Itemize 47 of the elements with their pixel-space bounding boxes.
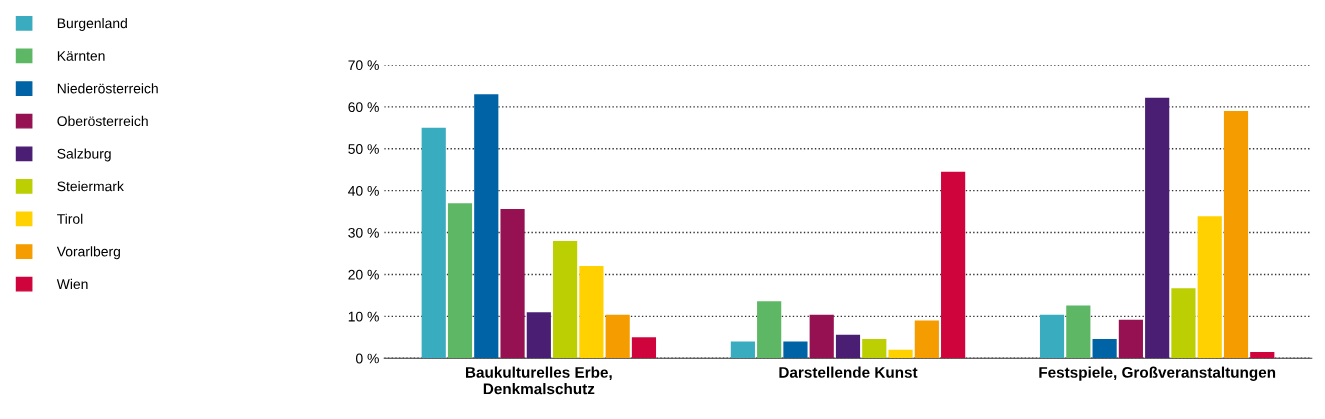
y-tick-label: 40 % bbox=[348, 185, 379, 196]
bar bbox=[888, 349, 913, 359]
bar bbox=[757, 301, 782, 359]
legend-label: Niederösterreich bbox=[57, 83, 158, 94]
legend-label: Tirol bbox=[57, 213, 83, 224]
bar bbox=[1250, 351, 1275, 359]
bar bbox=[579, 266, 604, 359]
bar bbox=[1197, 216, 1222, 359]
bar bbox=[526, 312, 551, 359]
bar bbox=[730, 341, 755, 359]
legend-label: Steiermark bbox=[57, 181, 124, 192]
bar bbox=[447, 203, 473, 359]
y-tick-label: 60 % bbox=[348, 102, 379, 113]
y-tick-label: 30 % bbox=[348, 227, 379, 238]
bar bbox=[835, 334, 861, 359]
y-tick-label: 10 % bbox=[348, 311, 379, 322]
bar bbox=[1171, 288, 1196, 359]
bar bbox=[553, 240, 578, 359]
y-tick-label: 50 % bbox=[348, 144, 379, 154]
bar bbox=[809, 314, 834, 359]
y-tick-label: 0 % bbox=[356, 353, 379, 364]
bar bbox=[605, 314, 630, 359]
y-tick-label: 70 % bbox=[348, 60, 379, 71]
bar bbox=[1039, 314, 1065, 359]
legend-label: Wien bbox=[56, 278, 88, 290]
bar bbox=[783, 341, 808, 359]
bar bbox=[914, 320, 939, 359]
bar bbox=[1066, 305, 1091, 359]
y-tick-label: 20 % bbox=[348, 269, 379, 280]
legend-label: Oberösterreich bbox=[57, 115, 148, 127]
bar bbox=[1092, 338, 1117, 359]
bar bbox=[631, 337, 657, 359]
legend-label: Kärnten bbox=[57, 51, 105, 61]
legend-label: Vorarlberg bbox=[56, 246, 120, 260]
x-tick-label: Darstellende Kunst bbox=[779, 366, 918, 378]
bar bbox=[1223, 111, 1249, 359]
legend-label: Burgenland bbox=[57, 18, 127, 31]
bar bbox=[421, 127, 446, 359]
legend-label: Salzburg bbox=[57, 148, 111, 162]
x-tick-label: Festspiele, Großveranstaltungen bbox=[1039, 366, 1276, 381]
bar bbox=[474, 94, 499, 359]
bar bbox=[1118, 319, 1143, 359]
x-tick-label: Baukulturelles Erbe, Denkmalschutz bbox=[465, 366, 612, 395]
bar bbox=[500, 209, 525, 359]
bar bbox=[862, 338, 887, 359]
bar bbox=[1145, 97, 1170, 359]
bar bbox=[941, 171, 966, 359]
